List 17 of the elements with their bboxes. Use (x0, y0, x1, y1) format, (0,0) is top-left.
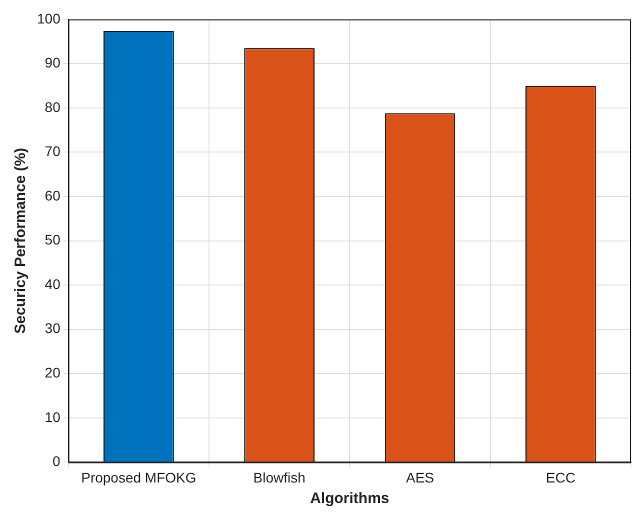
y-tick-label: 40 (44, 276, 61, 292)
y-tick-label: 60 (44, 187, 61, 204)
y-tick-label: 80 (44, 98, 61, 115)
x-axis-title: Algorithms (310, 490, 390, 508)
y-tick-label: 50 (44, 232, 61, 248)
y-tick-label: 10 (44, 408, 61, 425)
x-tick-label: Proposed MFOKG (81, 469, 196, 486)
x-tick-label: AES (406, 469, 434, 486)
y-tick-label: 100 (37, 10, 61, 26)
y-axis-title: Securicy Performance (%) (12, 148, 30, 334)
y-tick-label: 70 (44, 143, 61, 160)
y-tick-label: 20 (44, 364, 61, 380)
y-tick-label: 90 (44, 54, 61, 71)
y-tick-label: 0 (52, 453, 61, 470)
y-tick-label: 30 (44, 320, 61, 336)
x-tick-label: ECC (546, 469, 576, 486)
x-tick-label: Blowfish (253, 469, 306, 486)
